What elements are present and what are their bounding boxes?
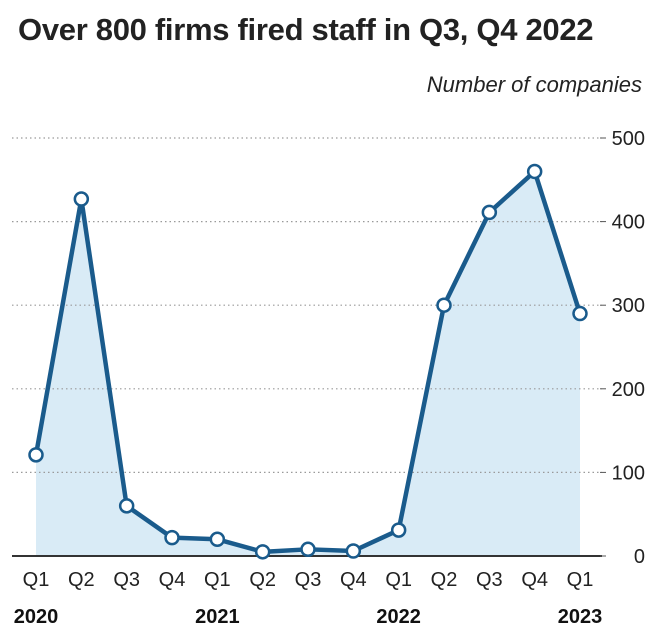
data-point bbox=[254, 544, 271, 560]
x-tick-label: Q3 bbox=[476, 569, 503, 591]
chart-title: Over 800 firms fired staff in Q3, Q4 202… bbox=[18, 12, 594, 47]
x-tick-label: Q3 bbox=[113, 569, 140, 591]
data-point bbox=[28, 447, 44, 463]
y-tick-label: 100 bbox=[612, 462, 645, 484]
x-tick-label: Q1 bbox=[204, 569, 231, 591]
data-point bbox=[300, 541, 316, 558]
x-tick-label: Q2 bbox=[68, 569, 95, 591]
data-point bbox=[390, 522, 407, 538]
x-tick-label: Q1 bbox=[23, 569, 50, 591]
x-tick-label: Q2 bbox=[431, 569, 458, 591]
series-area-fill bbox=[36, 171, 580, 556]
x-tick-label: Q4 bbox=[521, 569, 548, 591]
x-tick-label: Q2 bbox=[249, 569, 276, 591]
x-year-label: 2022 bbox=[376, 606, 421, 628]
x-year-label: 2021 bbox=[195, 606, 240, 628]
y-tick-label: 200 bbox=[612, 379, 645, 401]
y-axis-unit-label: Number of companies bbox=[426, 72, 642, 97]
data-point bbox=[73, 191, 90, 207]
data-point bbox=[572, 305, 588, 322]
x-tick-label: Q4 bbox=[159, 569, 186, 591]
data-point bbox=[345, 543, 362, 559]
y-tick-label: 0 bbox=[634, 546, 645, 568]
data-point bbox=[164, 529, 180, 546]
x-tick-label: Q1 bbox=[567, 569, 594, 591]
x-tick-label: Q4 bbox=[340, 569, 367, 591]
y-tick-label: 300 bbox=[612, 295, 645, 317]
x-year-label: 2023 bbox=[558, 606, 603, 628]
data-point bbox=[118, 498, 135, 514]
x-tick-label: Q1 bbox=[385, 569, 412, 591]
x-tick-label: Q3 bbox=[295, 569, 322, 591]
data-point bbox=[209, 531, 226, 548]
data-point bbox=[436, 297, 452, 313]
data-point bbox=[526, 163, 543, 180]
y-tick-label: 400 bbox=[612, 212, 645, 234]
x-year-label: 2020 bbox=[14, 606, 59, 628]
data-point bbox=[481, 204, 498, 221]
y-tick-label: 500 bbox=[612, 128, 645, 150]
